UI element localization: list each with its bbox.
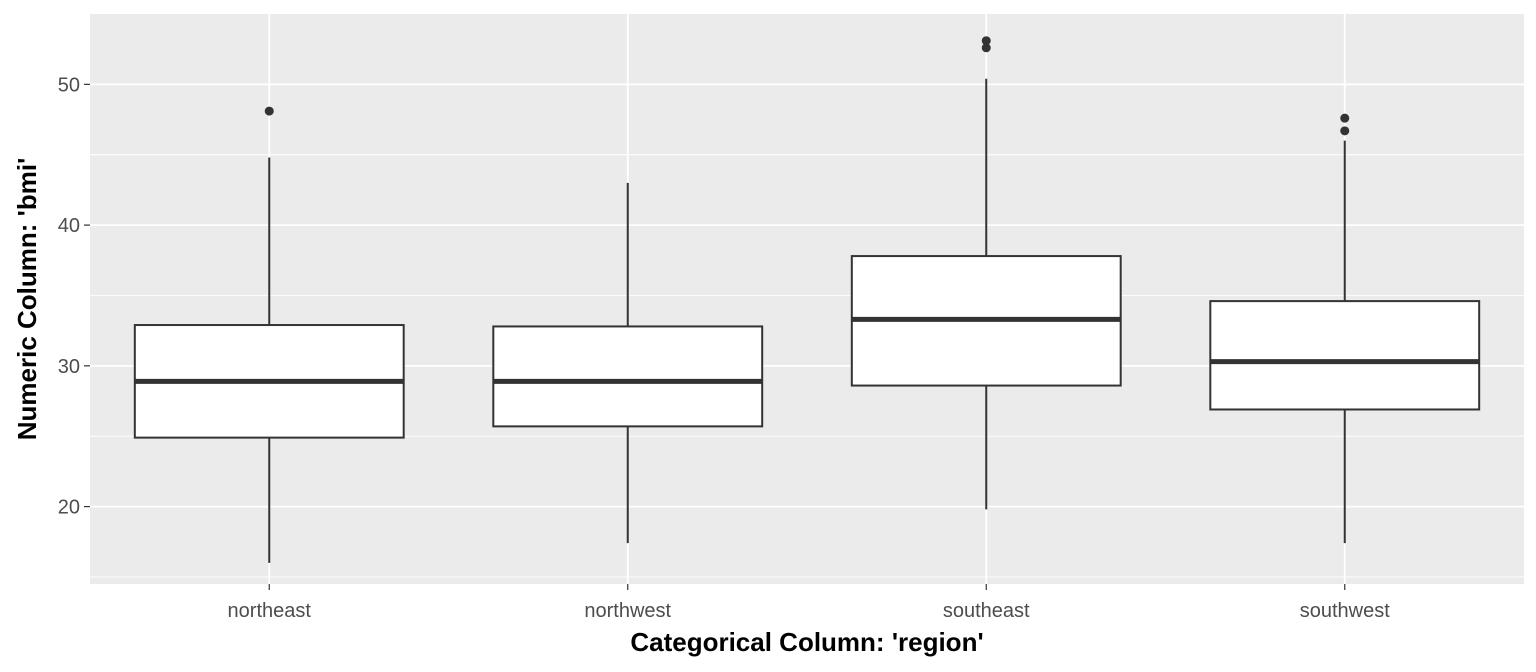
outlier-point [264, 106, 274, 116]
iqr-box [1209, 300, 1481, 411]
y-tick-label: 30 [58, 356, 80, 378]
outlier-point [981, 36, 991, 46]
x-tick-label: southeast [943, 600, 1030, 622]
y-tick-label: 40 [58, 215, 80, 237]
outlier-point [981, 43, 991, 53]
iqr-box [492, 325, 764, 428]
axis-ticks [84, 83, 1346, 590]
box-northeast [133, 106, 405, 563]
x-axis-title: Categorical Column: 'region' [630, 627, 983, 657]
tick-labels: 20 30 40 50 northeast northwest southeast south… [58, 74, 1390, 622]
plot-panel [90, 14, 1524, 584]
y-axis-title: Numeric Column: 'bmi' [12, 158, 42, 441]
x-tick-label: northwest [584, 600, 671, 622]
box-southeast [850, 36, 1122, 510]
box-southwest [1209, 113, 1481, 544]
boxes-layer [133, 36, 1481, 563]
outlier-point [1340, 126, 1350, 136]
x-tick-label: northeast [228, 600, 312, 622]
x-tick-label: southwest [1300, 600, 1390, 622]
box-northwest [492, 182, 764, 544]
y-tick-label: 20 [58, 497, 80, 519]
outlier-point [1340, 113, 1350, 123]
y-tick-label: 50 [58, 74, 80, 96]
